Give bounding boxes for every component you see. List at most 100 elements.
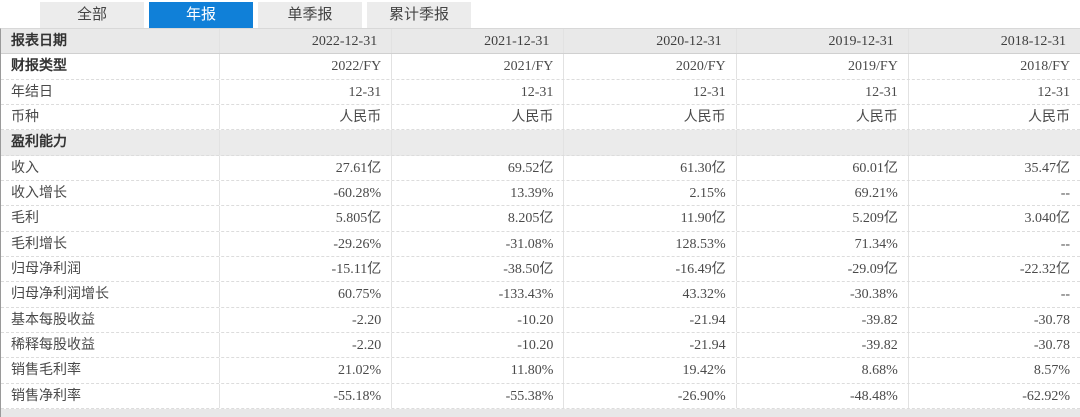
table-header-row: 报表日期 2022-12-31 2021-12-31 2020-12-31 2019-1… [1, 29, 1080, 55]
value-cell: -55.38% [391, 383, 563, 408]
value-cell: 8.205亿 [391, 206, 563, 231]
value-cell: 人民币 [391, 104, 563, 130]
value-cell: -- [907, 282, 1080, 307]
table-row: 财报类型 2022/FY 2021/FY 2020/FY 2019/FY 2018/FY [1, 54, 1080, 80]
value-cell: 61.30亿 [563, 155, 735, 180]
value-cell: -2.20 [219, 332, 391, 358]
row-label: 销售毛利率 [11, 363, 81, 379]
value-cell: -16.49亿 [563, 256, 735, 282]
value-cell: -60.28% [219, 180, 391, 206]
value-cell: 11.90亿 [563, 206, 735, 231]
table-row: 币种 人民币 人民币 人民币 人民币 人民币 [1, 104, 1080, 131]
row-label: 收入 [11, 160, 39, 176]
row-label: 盈利能力 [11, 135, 67, 151]
report-date-label: 报表日期 [11, 34, 67, 49]
value-cell: 8.57% [907, 358, 1080, 383]
value-cell: -48.48% [735, 383, 908, 408]
value-cell: -29.09亿 [735, 256, 908, 282]
row-label: 稀释每股收益 [11, 337, 95, 353]
value-cell [735, 130, 908, 155]
value-cell: -2.20 [219, 307, 391, 332]
value-cell: -10.20 [391, 332, 563, 358]
value-cell: -- [907, 231, 1080, 256]
row-label: 归母净利润增长 [11, 287, 109, 303]
column-header-date: 2021-12-31 [391, 29, 563, 54]
value-cell: -30.78 [907, 307, 1080, 332]
value-cell: 71.34% [735, 231, 908, 256]
value-cell: 2.15% [563, 180, 735, 206]
row-label: 毛利增长 [11, 236, 67, 252]
value-cell: 27.61亿 [219, 155, 391, 180]
value-cell: -10.20 [391, 307, 563, 332]
financial-table: 报表日期 2022-12-31 2021-12-31 2020-12-31 2019-1… [0, 28, 1080, 409]
column-header-date: 2019-12-31 [735, 29, 908, 54]
table-row: 稀释每股收益 -2.20 -10.20 -21.94 -39.82 -30.78 [1, 332, 1080, 359]
value-cell: 2022/FY [219, 54, 391, 79]
value-cell: 11.80% [391, 358, 563, 383]
value-cell: 12-31 [907, 79, 1080, 104]
row-label: 年结日 [11, 84, 53, 100]
value-cell: -30.38% [735, 282, 908, 307]
value-cell: -62.92% [907, 383, 1080, 408]
value-cell: 人民币 [907, 104, 1080, 130]
table-row: 毛利增长 -29.26% -31.08% 128.53% 71.34% -- [1, 231, 1080, 257]
value-cell: 2019/FY [735, 54, 908, 79]
table-row: 收入增长 -60.28% 13.39% 2.15% 69.21% -- [1, 180, 1080, 207]
value-cell: 19.42% [563, 358, 735, 383]
column-header-date: 2020-12-31 [563, 29, 735, 54]
row-label: 收入增长 [11, 185, 67, 201]
value-cell: 12-31 [391, 79, 563, 104]
tab-cumulative-quarter[interactable]: 累计季报 [367, 2, 471, 28]
value-cell: -22.32亿 [907, 256, 1080, 282]
value-cell: 69.52亿 [391, 155, 563, 180]
table-row: 毛利 5.805亿 8.205亿 11.90亿 5.209亿 3.040亿 [1, 206, 1080, 232]
value-cell: 35.47亿 [907, 155, 1080, 180]
table-row: 归母净利润增长 60.75% -133.43% 43.32% -30.38% -- [1, 282, 1080, 308]
value-cell [391, 130, 563, 155]
value-cell: 21.02% [219, 358, 391, 383]
tab-all[interactable]: 全部 [40, 2, 144, 28]
value-cell: -133.43% [391, 282, 563, 307]
value-cell: 人民币 [563, 104, 735, 130]
value-cell: 43.32% [563, 282, 735, 307]
value-cell: 128.53% [563, 231, 735, 256]
value-cell [563, 130, 735, 155]
value-cell: -38.50亿 [391, 256, 563, 282]
table-row: 收入 27.61亿 69.52亿 61.30亿 60.01亿 35.47亿 [1, 155, 1080, 181]
table-row: 销售净利率 -55.18% -55.38% -26.90% -48.48% -62.92% [1, 383, 1080, 409]
table-row: 销售毛利率 21.02% 11.80% 19.42% 8.68% 8.57% [1, 358, 1080, 384]
value-cell: -30.78 [907, 332, 1080, 358]
value-cell: 5.209亿 [735, 206, 908, 231]
value-cell: -21.94 [563, 307, 735, 332]
row-label: 销售净利率 [11, 388, 81, 404]
value-cell: -26.90% [563, 383, 735, 408]
value-cell: -21.94 [563, 332, 735, 358]
value-cell: 3.040亿 [907, 206, 1080, 231]
value-cell [907, 130, 1080, 155]
tab-single-quarter[interactable]: 单季报 [258, 2, 362, 28]
value-cell: -15.11亿 [219, 256, 391, 282]
value-cell: -55.18% [219, 383, 391, 408]
value-cell: 12-31 [735, 79, 908, 104]
row-label: 财报类型 [11, 59, 67, 75]
value-cell: 2021/FY [391, 54, 563, 79]
value-cell: 12-31 [563, 79, 735, 104]
column-header-date: 2018-12-31 [907, 29, 1080, 54]
value-cell: -- [907, 180, 1080, 206]
value-cell: -39.82 [735, 307, 908, 332]
table-row: 归母净利润 -15.11亿 -38.50亿 -16.49亿 -29.09亿 -22.32亿 [1, 256, 1080, 283]
value-cell: 60.75% [219, 282, 391, 307]
value-cell: 69.21% [735, 180, 908, 206]
report-period-tabs: 全部 年报 单季报 累计季报 [0, 0, 1080, 28]
row-label: 归母净利润 [11, 261, 81, 277]
value-cell: 人民币 [735, 104, 908, 130]
value-cell: 8.68% [735, 358, 908, 383]
value-cell: 5.805亿 [219, 206, 391, 231]
tab-annual[interactable]: 年报 [149, 2, 253, 28]
value-cell: 2020/FY [563, 54, 735, 79]
value-cell: -31.08% [391, 231, 563, 256]
value-cell: -39.82 [735, 332, 908, 358]
row-label: 币种 [11, 109, 39, 125]
table-row: 基本每股收益 -2.20 -10.20 -21.94 -39.82 -30.78 [1, 307, 1080, 333]
value-cell [219, 130, 391, 155]
